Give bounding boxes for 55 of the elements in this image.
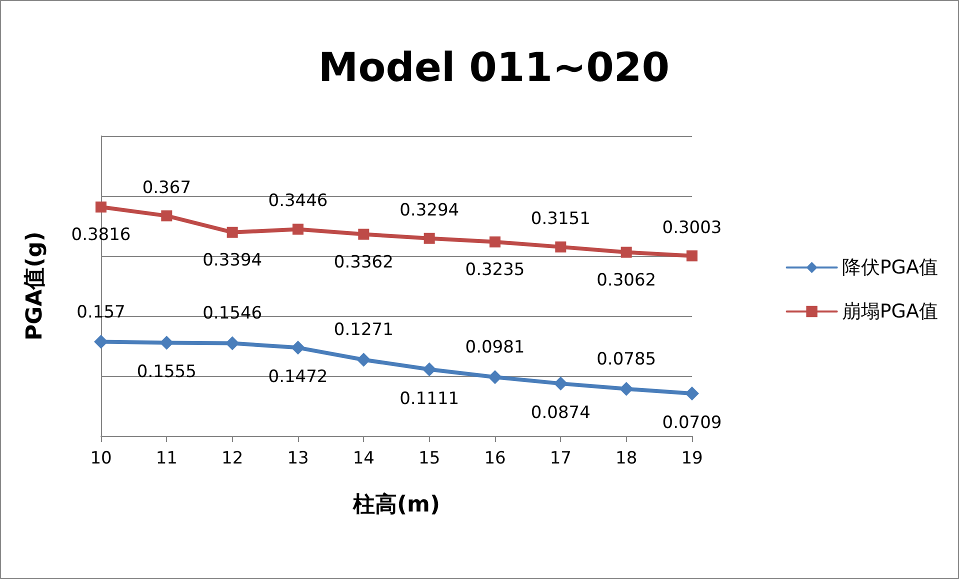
x-tick-label: 13 (287, 448, 309, 468)
data-label: 0.3394 (202, 250, 262, 270)
data-label: 0.0785 (596, 349, 656, 370)
legend-label: 降伏PGA值 (842, 256, 938, 278)
point (554, 376, 568, 391)
x-tick-label: 11 (156, 448, 178, 468)
x-tick-label: 17 (550, 448, 572, 468)
x-axis-title: 柱高(m) (352, 492, 440, 518)
point (292, 224, 304, 235)
data-label: 0.157 (76, 302, 126, 322)
x-tick-label: 19 (681, 448, 703, 468)
point (424, 232, 435, 244)
point (685, 386, 699, 400)
point (161, 210, 172, 222)
x-tick-label: 12 (222, 448, 244, 468)
data-label: 0.3816 (71, 225, 131, 246)
data-label: 0.1555 (136, 362, 196, 382)
data-label: 0.0874 (530, 403, 590, 424)
data-label: 0.3362 (334, 252, 394, 272)
x-tick-label: 18 (616, 448, 638, 468)
data-label: 0.0981 (465, 338, 525, 358)
data-label: 0.1546 (202, 304, 262, 324)
data-label: 0.3446 (268, 191, 328, 212)
data-label: 0.3151 (530, 208, 590, 229)
data-label: 0.1111 (400, 388, 460, 409)
x-tick-label: 10 (90, 448, 112, 468)
data-label: 0.3235 (465, 260, 525, 280)
point (619, 382, 634, 396)
data-label: 0.3003 (662, 218, 722, 238)
data-label: 0.3062 (596, 270, 656, 290)
data-label: 0.3294 (400, 200, 460, 220)
data-label: 0.0709 (662, 412, 722, 433)
point (686, 250, 698, 262)
data-label: 0.367 (142, 178, 192, 198)
point (490, 236, 500, 248)
point (356, 352, 371, 367)
x-tick-label: 14 (352, 448, 374, 468)
point (94, 334, 108, 349)
point (291, 340, 305, 355)
x-tick-label: 15 (418, 448, 440, 468)
point (358, 228, 370, 240)
chart-title: Model 011~020 (318, 45, 670, 91)
point (555, 241, 566, 252)
y-axis-title: PGA值(g) (22, 231, 48, 341)
x-tick-label: 16 (484, 448, 506, 468)
point (488, 370, 502, 384)
legend-label: 崩塌PGA值 (842, 300, 938, 322)
data-label: 0.1472 (268, 367, 328, 388)
point (96, 202, 106, 213)
point (160, 336, 174, 350)
data-label: 0.1271 (334, 320, 394, 340)
point (422, 362, 436, 376)
point (225, 336, 240, 350)
point (620, 246, 632, 258)
point (226, 226, 238, 238)
